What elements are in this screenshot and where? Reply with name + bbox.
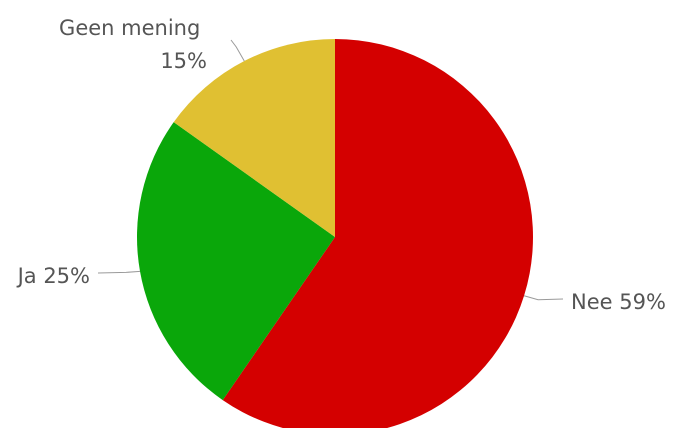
pie-slice-nee [222, 39, 533, 428]
slice-label-geen-mening-name: Geen mening [59, 16, 200, 40]
leader-nee [523, 295, 564, 301]
pie-slice-ja [136, 122, 335, 401]
leader-geen-mening [230, 39, 245, 62]
pie-slice-geen-mening [173, 39, 335, 237]
slice-label-geen-mening: Geen mening 15% [59, 16, 207, 73]
pie-slices [136, 39, 533, 428]
leader-lines [97, 39, 564, 301]
slice-label-nee: Nee 59% [571, 290, 666, 314]
slice-labels: Nee 59% Ja 25% Geen mening 15% [16, 16, 666, 314]
leader-ja [97, 270, 141, 274]
slice-label-ja: Ja 25% [16, 264, 90, 288]
slice-label-geen-mening-percent: 15% [160, 49, 207, 73]
